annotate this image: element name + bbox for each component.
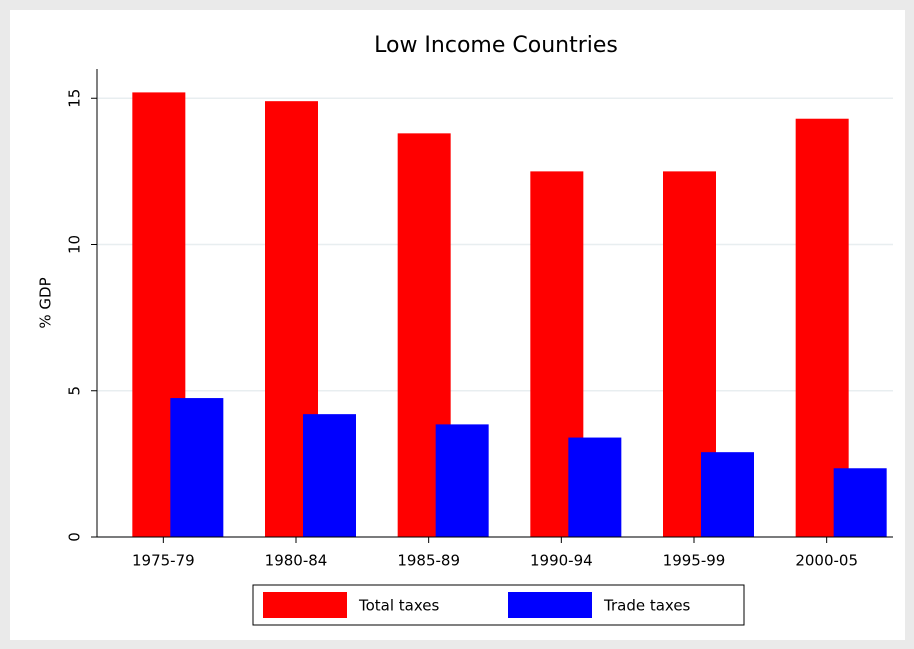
bar	[568, 437, 622, 537]
x-tick-label: 1990-94	[530, 552, 593, 570]
chart-title: Low Income Countries	[374, 33, 618, 58]
bar	[435, 424, 489, 537]
x-tick-label: 1985-89	[397, 552, 460, 570]
bar	[170, 398, 224, 537]
legend-swatch	[508, 592, 592, 618]
x-tick-label: 2000-05	[795, 552, 858, 570]
y-tick-label: 10	[66, 235, 84, 254]
legend-label: Total taxes	[358, 597, 440, 615]
bar	[303, 414, 356, 537]
y-tick-label: 0	[66, 532, 84, 542]
y-tick-label: 15	[66, 89, 84, 108]
legend-label: Trade taxes	[603, 597, 691, 615]
x-tick-label: 1980-84	[265, 552, 328, 570]
legend-swatch	[263, 592, 347, 618]
bar	[701, 452, 754, 537]
x-tick-label: 1995-99	[663, 552, 726, 570]
x-tick-label: 1975-79	[132, 552, 195, 570]
bar	[795, 118, 849, 537]
y-axis-label: % GDP	[37, 277, 55, 328]
y-tick-label: 5	[66, 386, 84, 396]
bar	[833, 468, 887, 537]
